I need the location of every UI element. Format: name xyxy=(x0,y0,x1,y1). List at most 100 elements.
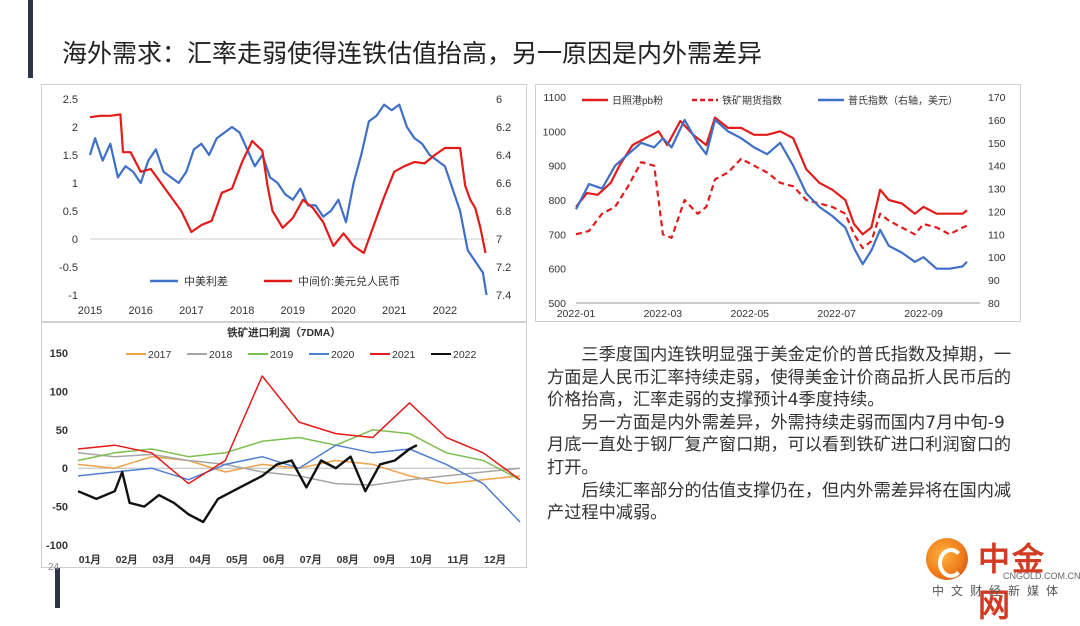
x-tick-label: 06月 xyxy=(263,554,285,566)
series-line-2 xyxy=(575,118,968,270)
series-line-4 xyxy=(77,375,521,485)
x-tick-label: 2022-07 xyxy=(817,308,856,320)
y-left-tick-label: 0 xyxy=(72,234,78,246)
y-right-tick-label: 7.4 xyxy=(496,290,511,302)
legend-label: 中间价:美元兑人民币 xyxy=(298,274,400,288)
y-right-tick-label: 6.6 xyxy=(496,178,511,190)
y-left-tick-label: 600 xyxy=(548,264,566,276)
legend-label: 2018 xyxy=(209,349,233,361)
series-line-0 xyxy=(575,116,968,236)
x-tick-label: 2021 xyxy=(382,305,406,317)
legend-label: 2022 xyxy=(453,349,477,361)
y-tick-label: 0 xyxy=(62,463,68,475)
legend-label: 2020 xyxy=(331,349,355,361)
legend-label: 日照港pb粉 xyxy=(612,94,663,107)
series-line-2 xyxy=(77,429,521,481)
x-tick-label: 2016 xyxy=(128,305,152,317)
y-left-tick-label: 800 xyxy=(548,195,566,207)
chart-title: 铁矿进口利润（7DMA） xyxy=(227,326,341,339)
x-tick-label: 2022 xyxy=(433,305,457,317)
legend-label: 2017 xyxy=(148,349,172,361)
series-line-0 xyxy=(88,103,488,296)
x-tick-label: 04月 xyxy=(189,554,211,566)
y-right-tick-label: 170 xyxy=(988,92,1006,104)
x-tick-label: 2015 xyxy=(78,305,102,317)
commentary-paragraph-3: 后续汇率部分的估值支撑仍在，但内外需差异将在国内减产过程中减弱。 xyxy=(547,480,1012,524)
y-right-tick-label: 6.2 xyxy=(496,122,511,134)
x-tick-label: 02月 xyxy=(116,554,138,566)
x-tick-label: 2018 xyxy=(230,305,254,317)
chart-spread-fx-panel: 2.5 2 1.5 1 0.5 0 -0.5 -1 6 6.2 6.4 6.6 6.8 7 7.2 7.4 20… xyxy=(41,84,527,322)
y-left-tick-label: 1100 xyxy=(543,92,566,104)
x-tick-label: 01月 xyxy=(79,554,101,566)
x-tick-label: 2019 xyxy=(281,305,305,317)
legend-label: 中美利差 xyxy=(184,274,228,288)
x-tick-label: 07月 xyxy=(300,554,322,566)
legend-label: 2021 xyxy=(392,349,416,361)
y-left-tick-label: 0.5 xyxy=(63,206,78,218)
chart-spread-fx: 2.5 2 1.5 1 0.5 0 -0.5 -1 6 6.2 6.4 6.6 6.8 7 7.2 7.4 20… xyxy=(59,94,511,317)
x-tick-label: 2022-05 xyxy=(730,308,769,320)
page-title: 海外需求：汇率走弱使得连铁估值抬高，另一原因是内外需差异 xyxy=(62,39,763,68)
y-right-tick-label: 6.4 xyxy=(496,150,511,162)
legend-label: 铁矿期货指数 xyxy=(722,94,782,107)
legend-label: 普氏指数（右轴，美元） xyxy=(848,94,958,107)
cngold-logo: 中金网 CNGOLD.COM.CN 中文财经新媒体 xyxy=(920,534,1080,624)
y-right-tick-label: 90 xyxy=(988,275,1000,287)
x-tick-label: 2022-03 xyxy=(644,308,683,320)
y-right-tick-label: 130 xyxy=(988,184,1006,196)
commentary-paragraph-2: 另一方面是内外需差异，外需持续走弱而国内7月中旬-9月底一直处于钢厂复产窗口期，… xyxy=(547,412,1012,478)
legend-label: 2019 xyxy=(270,349,294,361)
x-tick-label: 2022-01 xyxy=(557,308,596,320)
logo-url: CNGOLD.COM.CN xyxy=(1003,571,1080,581)
left-accent-bar-top xyxy=(28,0,33,78)
y-left-tick-label: 2 xyxy=(72,122,78,134)
y-left-tick-label: 500 xyxy=(548,298,566,310)
x-tick-label: 10月 xyxy=(410,554,432,566)
y-left-tick-label: 1.5 xyxy=(63,150,78,162)
y-right-tick-label: 80 xyxy=(988,298,1000,310)
y-left-tick-label: 1000 xyxy=(543,126,567,138)
y-left-tick-label: 900 xyxy=(548,161,566,173)
y-left-tick-label: -0.5 xyxy=(59,262,78,274)
x-tick-label: 08月 xyxy=(337,554,359,566)
x-tick-label: 12月 xyxy=(484,554,506,566)
x-tick-label: 09月 xyxy=(373,554,395,566)
y-right-tick-label: 120 xyxy=(988,206,1006,218)
y-right-tick-label: 100 xyxy=(988,252,1006,264)
cngold-logo-icon xyxy=(926,538,968,580)
y-right-tick-label: 160 xyxy=(988,115,1006,127)
left-accent-bar-bottom xyxy=(55,560,60,608)
series-line-5 xyxy=(77,444,418,524)
commentary-text: 三季度国内连铁明显强于美金定价的普氏指数及掉期，一方面是人民币汇率持续走弱，使得… xyxy=(547,344,1017,525)
y-right-tick-label: 140 xyxy=(988,161,1006,173)
x-tick-label: 03月 xyxy=(152,554,174,566)
x-tick-label: 2017 xyxy=(179,305,203,317)
chart-iron-ore-price-panel: 1100 1000 900 800 700 600 500 170 160 150 140 130 12… xyxy=(535,84,1021,322)
y-tick-label: -100 xyxy=(46,540,68,552)
series-line-1 xyxy=(575,157,968,250)
x-tick-label: 2022-09 xyxy=(904,308,943,320)
series-line-1 xyxy=(89,113,487,255)
y-tick-label: 50 xyxy=(56,425,68,437)
x-tick-label: 11月 xyxy=(447,554,469,566)
y-right-tick-label: 6.8 xyxy=(496,206,511,218)
y-right-tick-label: 6 xyxy=(496,94,502,106)
y-right-tick-label: 110 xyxy=(988,229,1005,241)
y-left-tick-label: -1 xyxy=(68,290,78,302)
chart-iron-ore-price: 1100 1000 900 800 700 600 500 170 160 150 140 130 12… xyxy=(543,92,1006,320)
page-number: 24 xyxy=(48,562,60,573)
x-tick-label: 05月 xyxy=(226,554,248,566)
y-right-tick-label: 7 xyxy=(496,234,502,246)
commentary-paragraph-1: 三季度国内连铁明显强于美金定价的普氏指数及掉期，一方面是人民币汇率持续走弱，使得… xyxy=(547,345,1012,411)
y-left-tick-label: 700 xyxy=(548,229,566,241)
y-tick-label: -50 xyxy=(52,502,68,514)
chart-import-profit-panel: 铁矿进口利润（7DMA） 150 100 50 0 -50 -100 01月 02月 03月 04月… xyxy=(41,322,527,568)
series-line-0 xyxy=(77,455,521,485)
chart-import-profit: 铁矿进口利润（7DMA） 150 100 50 0 -50 -100 01月 02月 03月 04月… xyxy=(46,326,521,566)
logo-tagline: 中文财经新媒体 xyxy=(932,584,1066,598)
y-tick-label: 100 xyxy=(50,386,68,398)
y-left-tick-label: 1 xyxy=(72,178,78,190)
y-left-tick-label: 2.5 xyxy=(63,94,78,106)
y-right-tick-label: 150 xyxy=(988,138,1006,150)
